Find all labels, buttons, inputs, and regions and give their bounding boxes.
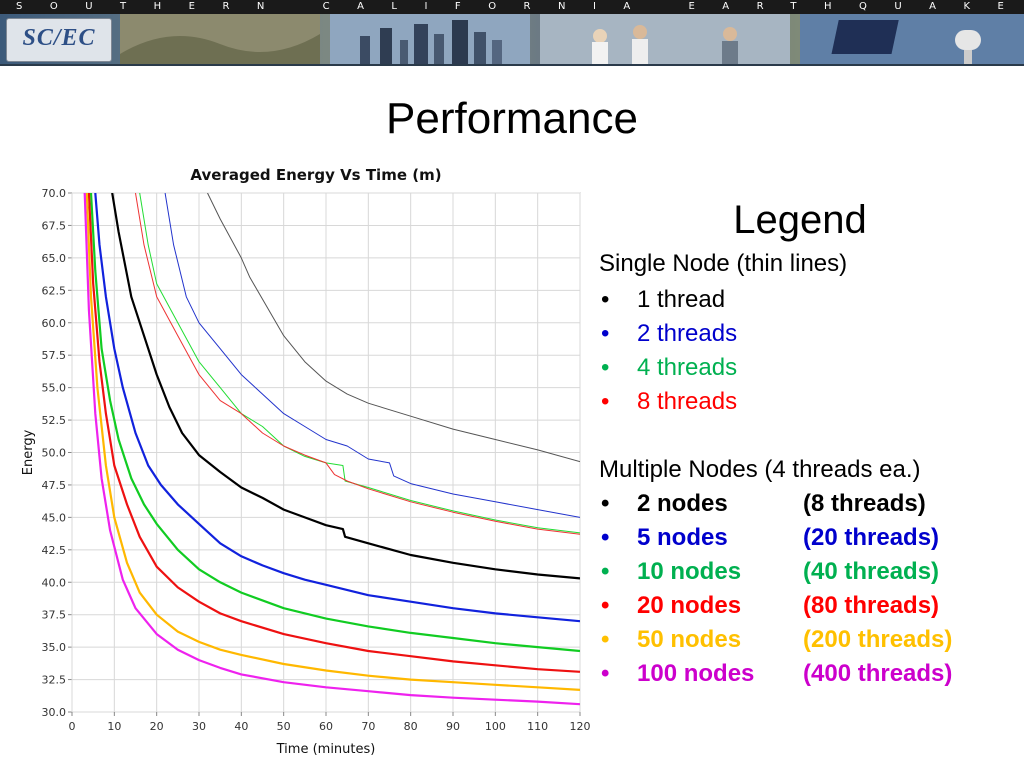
series-line-7: [87, 193, 580, 673]
y-tick-label: 45.0: [42, 511, 67, 524]
y-tick-label: 65.0: [42, 252, 67, 265]
series-line-3: [135, 193, 580, 535]
y-tick-label: 57.5: [42, 349, 67, 362]
scec-logo: SC/EC: [6, 18, 112, 62]
legend-threads: (8 threads): [803, 490, 926, 517]
legend-threads: (400 threads): [803, 660, 953, 687]
legend-label: 2 threads: [637, 320, 738, 347]
legend-threads: (20 threads): [803, 524, 940, 551]
series-line-9: [83, 193, 580, 706]
legend-label: 8 threads: [637, 388, 738, 415]
x-tick-label: 60: [319, 720, 333, 733]
legend-bullet: •: [601, 558, 610, 585]
series-line-1: [164, 193, 580, 518]
x-tick-label: 80: [404, 720, 418, 733]
legend-bullet: •: [601, 660, 610, 687]
legend-nodes: 100 nodes: [637, 660, 755, 687]
y-tick-label: 55.0: [42, 382, 67, 395]
series-line-5: [94, 193, 580, 623]
legend-bullet: •: [601, 592, 610, 619]
y-tick-label: 40.0: [42, 576, 67, 589]
legend-label: 1 thread: [637, 286, 726, 313]
x-tick-label: 50: [277, 720, 291, 733]
x-tick-label: 100: [485, 720, 506, 733]
legend-bullet: •: [601, 524, 610, 551]
y-tick-label: 52.5: [42, 414, 67, 427]
energy-time-chart: Averaged Energy Vs Time (m) 30.0 32.5 35.0 3…: [21, 166, 591, 757]
legend-threads: (40 threads): [803, 558, 940, 585]
x-axis-label: Time (minutes): [276, 742, 376, 757]
y-tick-label: 60.0: [42, 317, 67, 330]
legend-threads: (200 threads): [803, 626, 953, 653]
banner-title-strip: [0, 0, 1024, 14]
x-tick-label: 0: [69, 720, 76, 733]
legend-nodes: 10 nodes: [637, 558, 742, 585]
banner-photo-collage: [0, 14, 1024, 66]
x-tick-label: 30: [192, 720, 206, 733]
y-tick-label: 67.5: [42, 219, 67, 232]
header-banner: SOUTHERN CALIFORNIA EARTHQUAKE CENTER SC…: [0, 0, 1024, 66]
legend-label: 4 threads: [637, 354, 738, 381]
legend-threads: (80 threads): [803, 592, 940, 619]
series-line-8: [85, 193, 580, 691]
x-tick-label: 70: [361, 720, 375, 733]
y-tick-label: 50.0: [42, 447, 67, 460]
legend-bullet: •: [601, 354, 610, 381]
x-tick-label: 10: [107, 720, 121, 733]
legend-bullet: •: [601, 320, 610, 347]
y-tick-label: 47.5: [42, 479, 67, 492]
x-tick-label: 110: [527, 720, 548, 733]
x-tick-label: 20: [150, 720, 164, 733]
y-tick-label: 32.5: [42, 674, 67, 687]
series-line-0: [207, 193, 580, 463]
legend-nodes: 2 nodes: [637, 490, 728, 517]
series-line-4: [111, 193, 580, 580]
series-line-6: [89, 193, 580, 653]
legend-nodes: 50 nodes: [637, 626, 742, 653]
logo-text: SC/EC: [22, 25, 96, 51]
legend-nodes: 5 nodes: [637, 524, 728, 551]
y-tick-label: 62.5: [42, 284, 67, 297]
x-tick-label: 40: [234, 720, 248, 733]
y-tick-label: 37.5: [42, 609, 67, 622]
chart-title: Averaged Energy Vs Time (m): [190, 166, 441, 184]
x-tick-label: 90: [446, 720, 460, 733]
y-axis-label: Energy: [21, 429, 36, 475]
legend-title: Legend: [733, 198, 867, 242]
page-title: Performance: [386, 94, 638, 143]
legend-nodes: 20 nodes: [637, 592, 742, 619]
banner-divider: [0, 64, 1024, 66]
y-tick-label: 35.0: [42, 641, 67, 654]
x-tick-label: 120: [570, 720, 591, 733]
y-tick-label: 70.0: [42, 187, 67, 200]
y-tick-label: 30.0: [42, 706, 67, 719]
single-node-heading: Single Node (thin lines): [599, 250, 848, 277]
legend-bullet: •: [601, 490, 610, 517]
multi-node-heading: Multiple Nodes (4 threads ea.): [599, 456, 921, 483]
legend-bullet: •: [601, 286, 610, 313]
legend-bullet: •: [601, 626, 610, 653]
banner-title: SOUTHERN CALIFORNIA EARTHQUAKE CENTER: [16, 1, 1024, 12]
y-tick-label: 42.5: [42, 544, 67, 557]
series-line-2: [139, 193, 580, 534]
legend-bullet: •: [601, 388, 610, 415]
